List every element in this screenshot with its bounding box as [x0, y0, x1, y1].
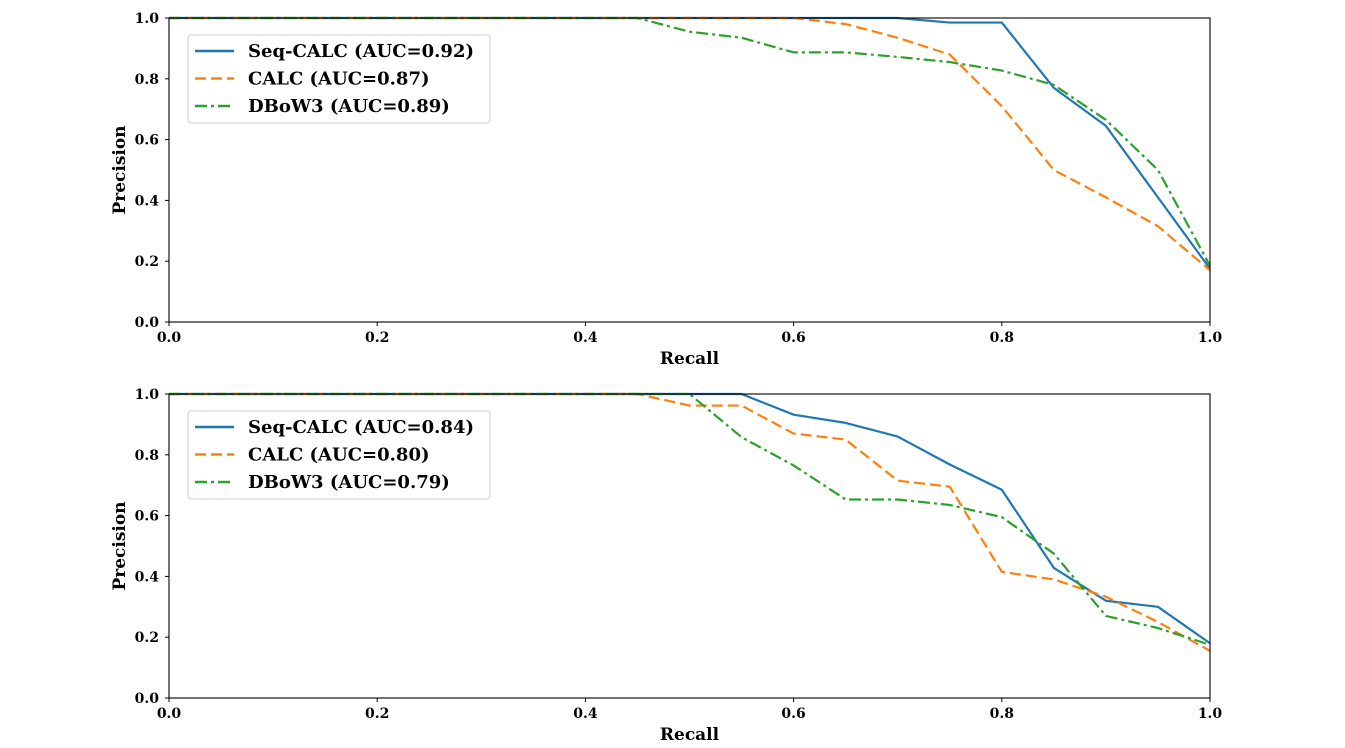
y-tick-label: 1.0: [135, 387, 160, 403]
y-tick-label: 0.8: [135, 448, 159, 464]
legend-label-1: Seq-CALC (AUC=0.84): [248, 417, 474, 438]
legend-label-3: DBoW3 (AUC=0.89): [248, 96, 450, 117]
chart-panel-1: 0.0 0.2 0.4 0.6 0.8 1.0 0.0 0.2 0.4 0.6 0.8 1.0 Reca…: [110, 11, 1222, 369]
legend-box: [187, 34, 491, 124]
plot-frame: [168, 393, 1211, 699]
legend-label-3: DBoW3 (AUC=0.79): [248, 472, 450, 493]
y-axis-label: Precision: [110, 125, 130, 214]
y-tick-label: 0.8: [135, 72, 159, 88]
chart-panel-2: 0.0 0.2 0.4 0.6 0.8 1.0 0.0 0.2 0.4 0.6 0.8 1.0 Reca…: [110, 387, 1222, 745]
y-tick-label: 0.6: [135, 509, 159, 525]
x-axis-label: Recall: [660, 349, 720, 369]
x-tick-label: 0.2: [365, 706, 389, 722]
x-tick-label: 1.0: [1198, 330, 1223, 346]
y-tick-label: 0.0: [135, 315, 160, 331]
y-tick-label: 1.0: [135, 11, 160, 27]
y-tick-label: 0.4: [135, 193, 160, 209]
y-tick-label: 0.2: [135, 630, 159, 646]
y-tick-label: 0.2: [135, 254, 159, 270]
x-tick-label: 0.0: [157, 706, 182, 722]
x-tick-label: 0.6: [781, 706, 805, 722]
series-line-2: [169, 392, 1211, 652]
x-tick-label: 0.4: [573, 706, 598, 722]
legend: Seq-CALC (AUC=0.84) CALC (AUC=0.80) DBoW3 …: [187, 410, 491, 500]
legend-box: [187, 410, 491, 500]
legend-label-1: Seq-CALC (AUC=0.92): [248, 41, 474, 62]
y-axis-label: Precision: [110, 501, 130, 590]
x-tick-label: 0.8: [990, 706, 1014, 722]
legend-label-2: CALC (AUC=0.80): [248, 445, 430, 466]
y-tick-label: 0.0: [135, 691, 160, 707]
series-line-3: [169, 16, 1211, 267]
x-tick-label: 1.0: [1198, 706, 1223, 722]
y-tick-label: 0.6: [135, 133, 159, 149]
x-axis-label: Recall: [660, 725, 720, 745]
x-tick-label: 0.0: [157, 330, 182, 346]
x-tick-label: 0.8: [990, 330, 1014, 346]
plot-frame: [168, 17, 1211, 323]
x-tick-label: 0.6: [781, 330, 805, 346]
legend-label-2: CALC (AUC=0.87): [248, 69, 430, 90]
y-tick-label: 0.4: [135, 569, 160, 585]
x-tick-label: 0.4: [573, 330, 598, 346]
x-tick-label: 0.2: [365, 330, 389, 346]
legend: Seq-CALC (AUC=0.92) CALC (AUC=0.87) DBoW3 …: [187, 34, 491, 124]
